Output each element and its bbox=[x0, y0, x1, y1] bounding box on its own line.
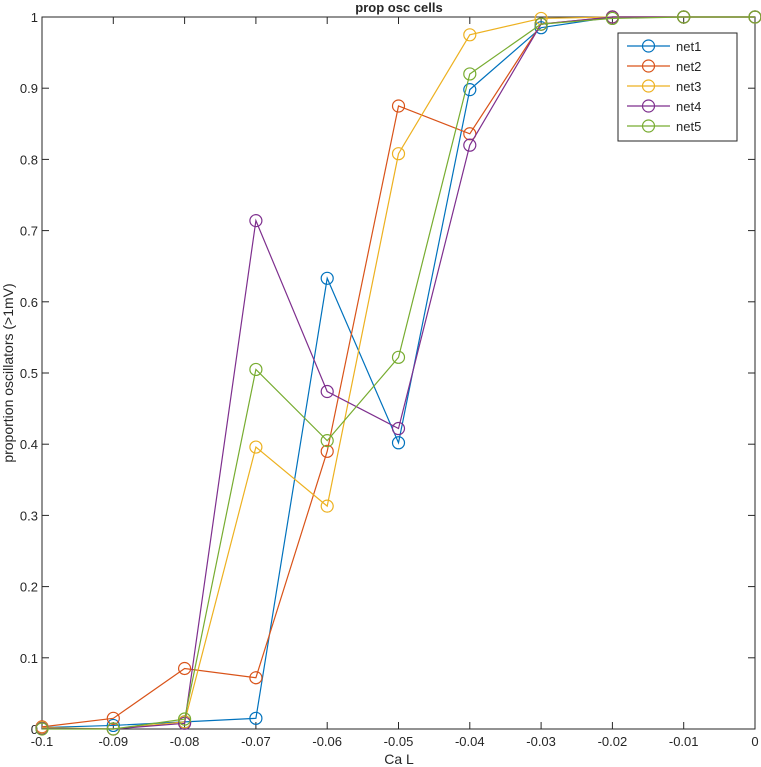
data-point bbox=[677, 10, 691, 24]
data-point bbox=[178, 712, 192, 726]
x-tick-label: -0.03 bbox=[526, 734, 556, 749]
x-tick-label: 0 bbox=[751, 734, 758, 749]
series-net5 bbox=[35, 10, 761, 736]
legend-marker bbox=[641, 79, 656, 93]
data-point bbox=[178, 661, 192, 676]
data-point bbox=[391, 147, 406, 161]
legend-marker bbox=[641, 59, 656, 73]
data-point bbox=[249, 362, 263, 377]
data-point bbox=[106, 711, 120, 725]
y-tick-label: 0.2 bbox=[20, 580, 38, 595]
data-point bbox=[748, 10, 761, 24]
data-point bbox=[320, 434, 334, 448]
x-axis-label: Ca L bbox=[384, 751, 414, 767]
data-point bbox=[106, 718, 120, 733]
legend-label: net1 bbox=[676, 39, 701, 54]
y-tick-label: 0 bbox=[31, 722, 38, 737]
legend-item: net3 bbox=[627, 79, 701, 94]
legend: net1 net2 net3 net4 net5 bbox=[617, 32, 738, 142]
data-point bbox=[35, 722, 49, 736]
data-point bbox=[391, 421, 406, 436]
legend-box bbox=[617, 32, 738, 142]
y-axis-label: proportion oscillators (>1mV) bbox=[0, 283, 16, 462]
x-tick-label: -0.01 bbox=[669, 734, 699, 749]
x-tick-label: -0.04 bbox=[455, 734, 485, 749]
x-tick-label: -0.08 bbox=[170, 734, 200, 749]
data-point bbox=[463, 28, 477, 42]
x-axis-ticks: -0.1 -0.09 -0.08 -0.07 -0.06 -0.05 -0.04 -0.03 -… bbox=[31, 17, 759, 749]
data-point bbox=[106, 722, 120, 736]
y-tick-label: 0.3 bbox=[20, 508, 38, 523]
y-tick-label: 0.5 bbox=[20, 366, 38, 381]
legend-label: net2 bbox=[676, 59, 701, 74]
data-point bbox=[320, 444, 334, 458]
data-point bbox=[249, 440, 263, 454]
data-point bbox=[391, 436, 406, 450]
y-tick-label: 0.6 bbox=[20, 295, 38, 310]
y-tick-label: 0.9 bbox=[20, 81, 38, 96]
x-tick-label: -0.1 bbox=[31, 734, 53, 749]
data-point bbox=[605, 11, 620, 26]
data-point bbox=[463, 138, 477, 152]
data-point bbox=[249, 214, 263, 228]
legend-label: net3 bbox=[676, 79, 701, 94]
y-tick-label: 0.1 bbox=[20, 651, 38, 666]
x-tick-label: -0.07 bbox=[241, 734, 271, 749]
data-point bbox=[463, 83, 477, 97]
data-point bbox=[391, 99, 406, 113]
y-tick-label: 1 bbox=[31, 10, 38, 25]
y-tick-label: 0.7 bbox=[20, 224, 38, 239]
data-point bbox=[320, 384, 334, 399]
data-point bbox=[320, 271, 334, 285]
legend-item: net1 bbox=[627, 39, 701, 54]
legend-marker bbox=[641, 39, 656, 53]
series-line bbox=[42, 16, 755, 730]
y-axis-ticks: 0 0.1 0.2 0.3 0.4 0.5 0.6 0.7 0.8 0.9 1 bbox=[20, 10, 755, 737]
y-tick-label: 0.4 bbox=[20, 437, 38, 452]
chart-title: prop osc cells bbox=[355, 0, 442, 15]
data-point bbox=[249, 711, 263, 725]
legend-item: net5 bbox=[627, 119, 701, 134]
legend-label: net5 bbox=[676, 119, 701, 134]
x-tick-label: -0.09 bbox=[98, 734, 128, 749]
legend-label: net4 bbox=[676, 99, 701, 114]
data-point bbox=[391, 350, 406, 364]
legend-item: net4 bbox=[627, 99, 701, 114]
legend-marker bbox=[641, 119, 656, 133]
y-tick-label: 0.8 bbox=[20, 152, 38, 167]
series-line bbox=[41, 16, 755, 730]
x-tick-label: -0.05 bbox=[384, 734, 414, 749]
data-point bbox=[463, 127, 477, 141]
data-point bbox=[463, 67, 477, 81]
series-layer bbox=[35, 10, 761, 736]
legend-marker bbox=[641, 99, 656, 113]
data-point bbox=[320, 499, 334, 513]
data-point bbox=[249, 671, 263, 685]
x-tick-label: -0.06 bbox=[312, 734, 342, 749]
legend-item: net2 bbox=[627, 59, 701, 74]
data-point bbox=[534, 17, 548, 31]
x-tick-label: -0.02 bbox=[598, 734, 628, 749]
